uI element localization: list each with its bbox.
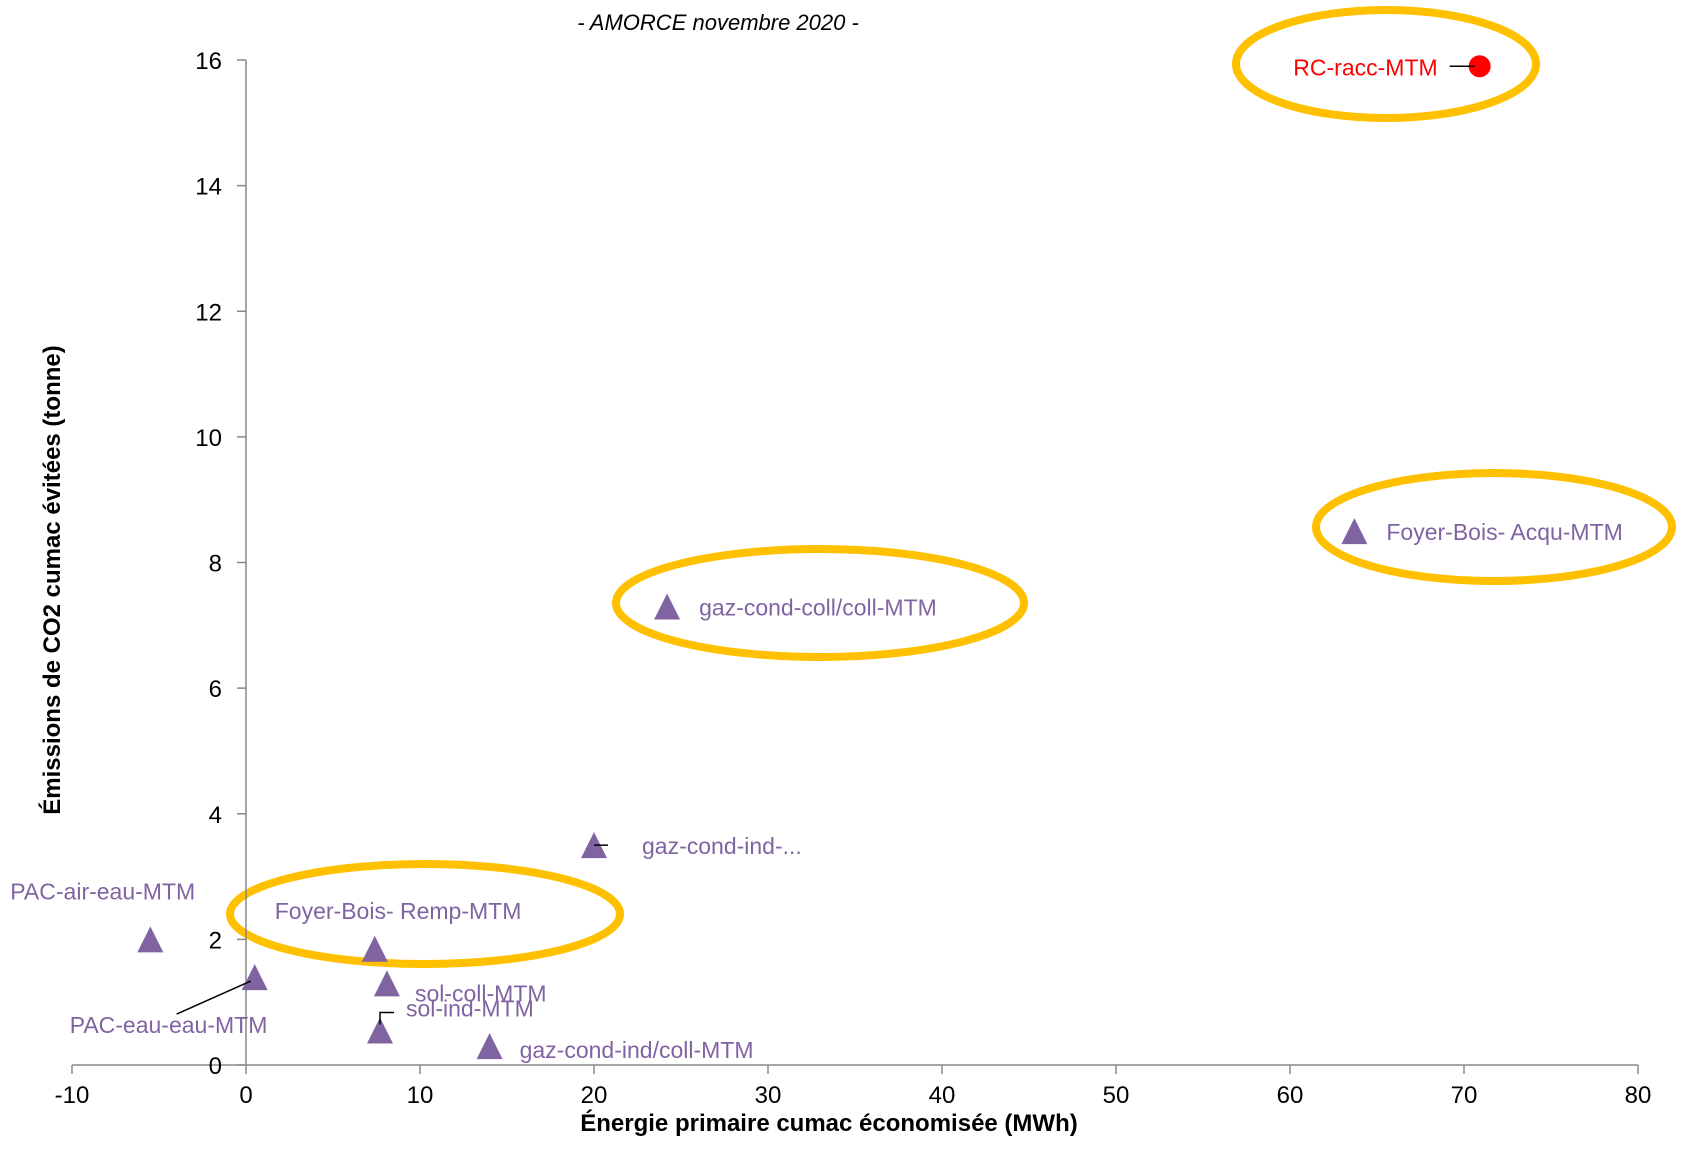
data-point: PAC-eau-eau-MTM — [70, 964, 268, 1038]
point-label: PAC-air-eau-MTM — [10, 878, 195, 904]
x-tick-label: 70 — [1451, 1082, 1478, 1109]
x-tick-label: 30 — [755, 1082, 782, 1109]
data-point: sol-ind-MTM — [367, 995, 534, 1043]
y-tick-label: 14 — [195, 174, 222, 201]
x-tick-label: 50 — [1103, 1082, 1130, 1109]
data-point: gaz-cond-ind-... — [581, 832, 802, 859]
y-axis-title: Émissions de CO2 cumac évitées (tonne) — [38, 345, 66, 815]
x-tick-label: 20 — [581, 1082, 608, 1109]
point-label: RC-racc-MTM — [1293, 54, 1437, 80]
y-tick-label: 12 — [195, 299, 222, 326]
highlight-ellipses — [230, 10, 1672, 964]
point-marker-triangle — [137, 926, 163, 952]
data-point: Foyer-Bois- Acqu-MTM — [1341, 518, 1622, 545]
point-label: Foyer-Bois- Acqu-MTM — [1386, 519, 1622, 545]
y-tick-label: 4 — [209, 802, 222, 829]
point-label: gaz-cond-coll/coll-MTM — [699, 594, 937, 620]
point-marker-triangle — [374, 970, 400, 996]
label-leader-line — [177, 981, 251, 1014]
data-marks: RC-racc-MTM Foyer-Bois- Acqu-MTM gaz-cond-… — [10, 54, 1623, 1063]
point-label: Foyer-Bois- Remp-MTM — [275, 898, 522, 924]
data-point: PAC-air-eau-MTM — [10, 878, 195, 952]
x-tick-label: -10 — [55, 1082, 90, 1109]
x-tick-label: 60 — [1277, 1082, 1304, 1109]
point-marker-triangle — [362, 936, 388, 962]
y-tick-label: 0 — [209, 1053, 222, 1080]
x-tick-label: 40 — [929, 1082, 956, 1109]
data-point: gaz-cond-coll/coll-MTM — [654, 593, 937, 620]
point-label: sol-ind-MTM — [406, 995, 534, 1021]
y-tick-label: 16 — [195, 48, 222, 75]
x-tick-label: 0 — [239, 1082, 252, 1109]
point-marker-triangle — [1341, 518, 1367, 544]
y-tick-label: 10 — [195, 425, 222, 452]
x-tick-label: 10 — [407, 1082, 434, 1109]
chart-subtitle: - AMORCE novembre 2020 - — [577, 10, 859, 35]
point-label: PAC-eau-eau-MTM — [70, 1012, 268, 1038]
y-tick-label: 2 — [209, 927, 222, 954]
x-tick-label: 80 — [1625, 1082, 1652, 1109]
data-point: RC-racc-MTM — [1293, 54, 1490, 80]
point-label: gaz-cond-ind/coll-MTM — [520, 1037, 754, 1063]
x-axis-title: Énergie primaire cumac économisée (MWh) — [580, 1109, 1077, 1137]
y-tick-label: 6 — [209, 676, 222, 703]
data-point: gaz-cond-ind/coll-MTM — [477, 1033, 754, 1063]
point-marker-triangle — [477, 1033, 503, 1059]
point-label: gaz-cond-ind-... — [642, 833, 802, 859]
point-marker-triangle — [654, 593, 680, 619]
y-tick-label: 8 — [209, 551, 222, 578]
